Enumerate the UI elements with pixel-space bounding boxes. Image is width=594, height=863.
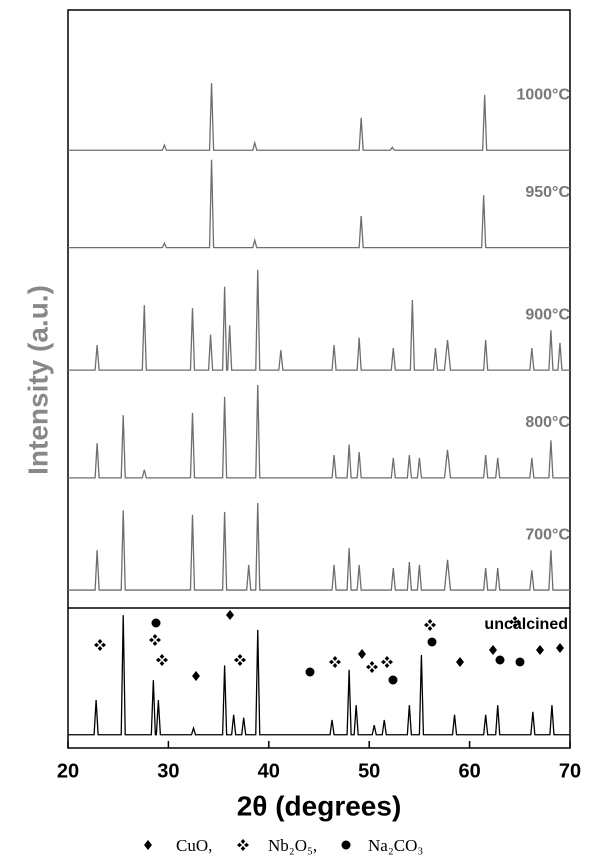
xrd-trace (68, 502, 570, 591)
x-tick-label: 20 (57, 760, 79, 782)
x-tick-label: 40 (258, 760, 280, 782)
x-tick-label: 50 (358, 760, 380, 782)
series-label: 950°C (525, 184, 570, 201)
x-tick-label: 70 (559, 760, 581, 782)
xrd-trace (68, 384, 570, 479)
series-label: 800°C (525, 414, 570, 431)
x-tick-label: 60 (458, 760, 480, 782)
legend-label: Nb₂O₅, (268, 836, 317, 855)
legend-label: CuO, (176, 836, 212, 855)
legend: CuO, Nb₂O₅, Na₂CO₃ (144, 836, 423, 855)
xrd-trace (68, 83, 570, 151)
y-axis-title: Intensity (a.u.) (22, 285, 53, 475)
xrd-trace (68, 615, 570, 736)
xrd-trace (68, 159, 570, 249)
plot-frame (67, 9, 571, 749)
series-label: 900°C (525, 306, 570, 323)
series-label: 700°C (525, 526, 570, 543)
x-axis-title: 2θ (degrees) (237, 790, 402, 821)
xrd-trace (68, 269, 570, 371)
x-tick-label: 30 (157, 760, 179, 782)
series-label: uncalcined (484, 616, 568, 633)
series-label: 1000°C (516, 86, 570, 103)
legend-label: Na₂CO₃ (368, 836, 423, 855)
